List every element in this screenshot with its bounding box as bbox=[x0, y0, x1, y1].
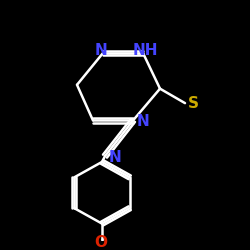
Text: N: N bbox=[136, 114, 149, 129]
Text: N: N bbox=[94, 42, 108, 58]
Text: S: S bbox=[188, 96, 198, 111]
Text: O: O bbox=[94, 236, 108, 250]
Text: NH: NH bbox=[132, 42, 158, 58]
Text: N: N bbox=[108, 150, 122, 164]
